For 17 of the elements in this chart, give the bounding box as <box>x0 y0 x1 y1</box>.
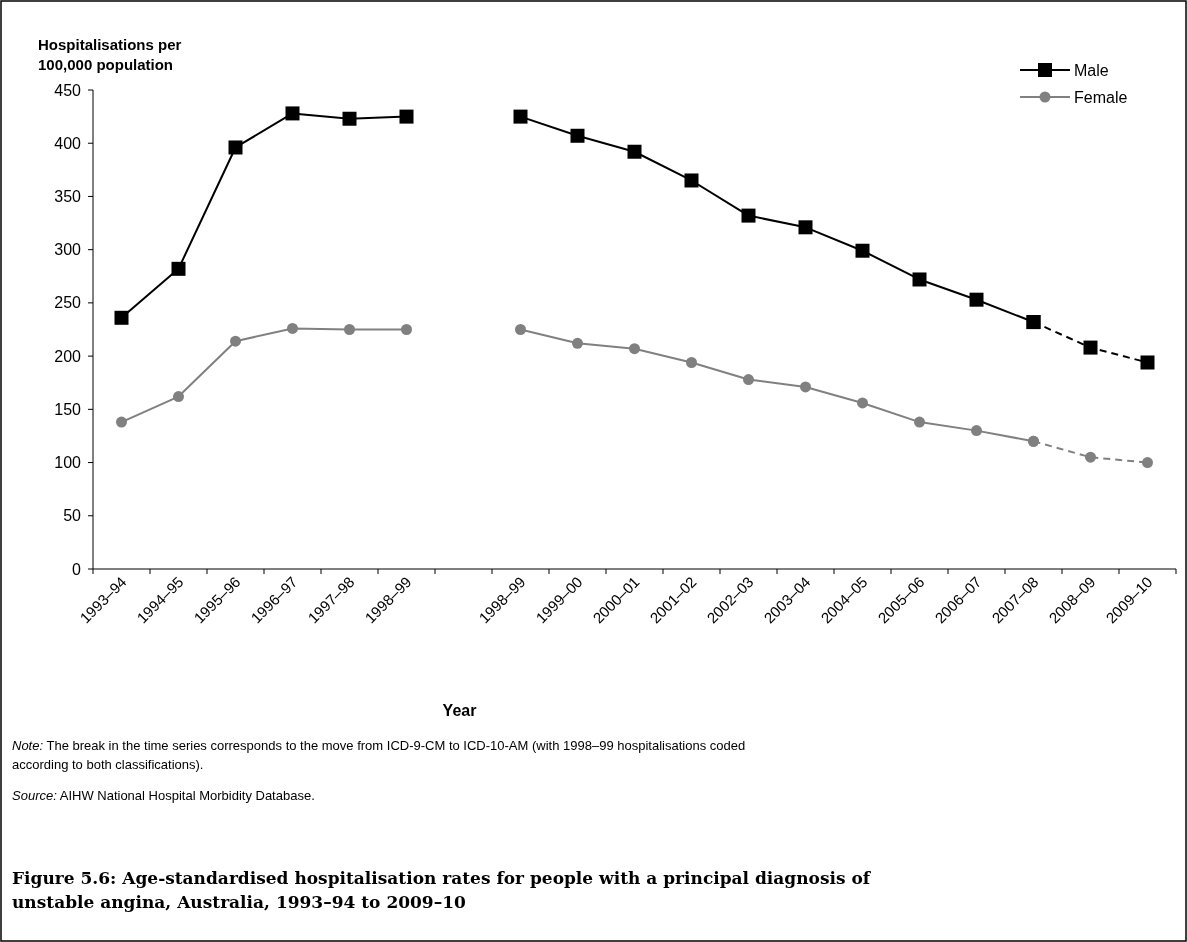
legend-label: Female <box>1074 88 1128 106</box>
y-tick-label: 350 <box>54 188 82 206</box>
source-note: Source: AIHW National Hospital Morbidity Database. <box>12 788 315 803</box>
text: Figure 5.6: Age-standardised hospitalisation rates for people with a principal diagnosis of unstable angina, Australia, 1993–94 to 2009–10 <box>12 868 872 912</box>
text: Note: The break in the time series corresponds to the move from ICD-9-CM to ICD-10-AM (with 1998–99 hospitalisations coded according to both classifications). <box>12 738 746 772</box>
y-tick-label: 250 <box>54 294 82 312</box>
y-tick-label: 150 <box>54 400 82 418</box>
y-tick-label: 50 <box>63 507 82 525</box>
y-tick-label: 100 <box>54 454 82 472</box>
y-tick-label: 300 <box>54 241 82 259</box>
x-axis-title: Year <box>442 702 477 719</box>
y-tick-label: 200 <box>54 347 82 365</box>
y-tick-label: 400 <box>54 134 82 152</box>
y-axis-title: Hospitalisations per 100,000 population <box>38 36 182 73</box>
y-tick-label: 0 <box>72 560 82 578</box>
y-tick-label: 450 <box>54 81 82 99</box>
legend-label: Male <box>1074 61 1109 79</box>
